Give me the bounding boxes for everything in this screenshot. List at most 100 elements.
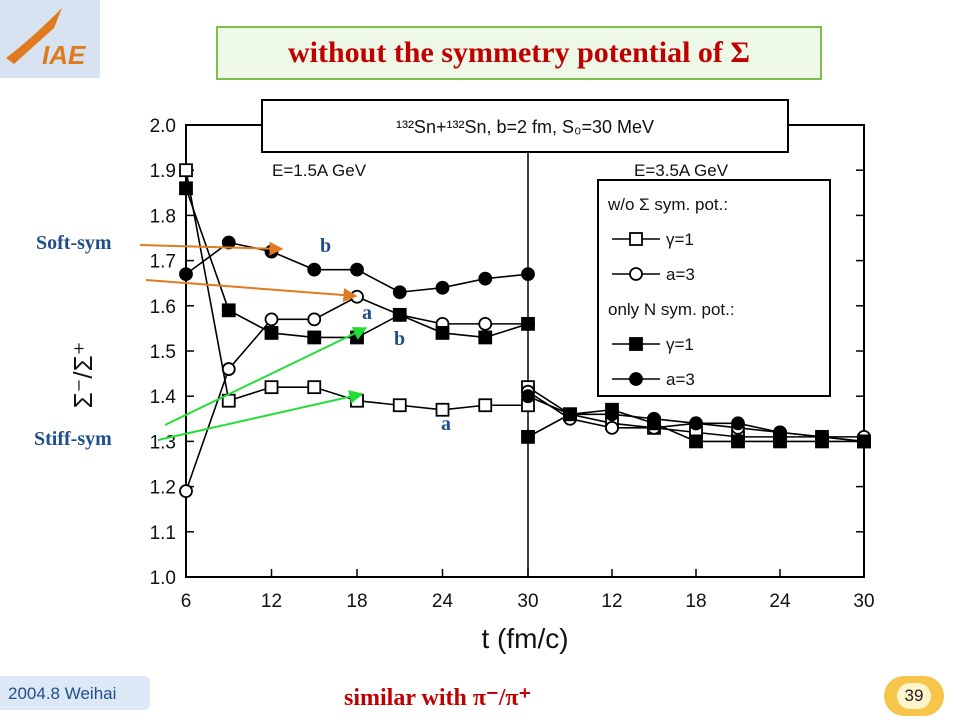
footer-date-background: [0, 676, 150, 710]
data-point: [521, 316, 535, 331]
y-axis-label: Σ⁻/Σ⁺: [68, 342, 98, 409]
legend-heading: w/o Σ sym. pot.:: [607, 195, 728, 214]
y-tick-label: 1.0: [150, 568, 176, 589]
data-point: [307, 312, 322, 327]
data-point: [647, 411, 661, 426]
panel-label: E=1.5A GeV: [272, 161, 367, 180]
mark-label-b-upper: b: [320, 235, 332, 257]
mark-label-b-lower: b: [394, 328, 406, 350]
data-point: [179, 163, 193, 178]
y-tick-label: 2.0: [150, 116, 176, 137]
data-point: [392, 307, 407, 322]
mark-label-a-lower: a: [441, 413, 451, 435]
data-point: [264, 326, 279, 340]
data-point: [815, 429, 829, 444]
soft-arrow-b: [139, 241, 284, 256]
title-box: without the symmetry potential of Σ: [216, 26, 822, 80]
y-tick-label: 1.7: [150, 252, 176, 273]
data-point: [629, 337, 643, 351]
page-number: 39: [896, 683, 932, 709]
data-point: [689, 434, 703, 449]
data-point: [221, 303, 236, 318]
x-tick-label: 18: [346, 591, 367, 612]
data-point: [179, 267, 193, 282]
data-point: [478, 398, 493, 413]
data-point: [392, 285, 407, 300]
soft-sym-label: Soft-sym: [36, 232, 112, 254]
data-point: [435, 402, 450, 417]
legend-label: a=3: [666, 370, 695, 389]
data-point: [307, 380, 322, 395]
data-point: [264, 244, 279, 259]
y-tick-label: 1.6: [150, 297, 176, 318]
legend-label: γ=1: [666, 230, 694, 249]
x-tick-label: 30: [853, 591, 874, 612]
data-point: [350, 289, 364, 304]
data-point: [521, 267, 535, 282]
data-point: [629, 232, 643, 246]
header-text: ¹³²Sn+¹³²Sn, b=2 fm, S₀=30 MeV: [396, 117, 654, 137]
footer-date: 2004.8 Weihai: [8, 684, 117, 703]
legend-heading: only N sym. pot.:: [608, 300, 735, 319]
legend-box: [597, 179, 831, 397]
data-point: [435, 326, 450, 340]
data-point: [478, 271, 493, 286]
x-tick-label: 6: [181, 591, 192, 612]
data-point: [629, 372, 643, 386]
data-point: [689, 416, 703, 431]
data-point: [179, 484, 193, 499]
data-point: [221, 235, 236, 250]
y-tick-label: 1.9: [150, 161, 176, 182]
header-box: [261, 99, 789, 153]
bottom-note: similar with π⁻/π⁺: [344, 685, 532, 711]
data-point: [478, 316, 493, 331]
data-point: [731, 416, 745, 431]
data-point: [605, 420, 619, 435]
data-point: [605, 407, 619, 422]
data-point: [773, 425, 787, 440]
data-point: [435, 280, 450, 295]
y-tick-label: 1.5: [150, 342, 176, 363]
legend-label: γ=1: [666, 335, 694, 354]
data-point: [521, 429, 535, 444]
y-tick-label: 1.3: [150, 432, 176, 453]
data-point: [221, 362, 236, 376]
data-point: [521, 389, 535, 404]
y-tick-label: 1.8: [150, 206, 176, 227]
data-point: [307, 330, 322, 345]
slide-title: without the symmetry potential of Σ: [287, 36, 751, 69]
x-tick-label: 24: [432, 591, 454, 612]
x-tick-label: 12: [601, 591, 622, 612]
x-axis-label: t (fm/c): [481, 623, 568, 654]
institute-logo: IAE: [0, 0, 100, 78]
logo-text: IAE: [42, 40, 86, 70]
stiff-arrow-b: [164, 327, 368, 426]
x-tick-label: 24: [769, 591, 791, 612]
data-point: [392, 398, 407, 413]
data-point: [350, 262, 364, 277]
x-tick-label: 18: [685, 591, 706, 612]
stiff-arrow-a: [157, 389, 364, 441]
data-point: [731, 434, 745, 449]
soft-arrow-a: [145, 279, 358, 303]
x-tick-label: 30: [517, 591, 538, 612]
data-point: [629, 267, 643, 281]
data-point: [478, 330, 493, 345]
x-tick-label: 12: [261, 591, 282, 612]
data-point: [857, 434, 871, 449]
logo-swoosh-icon: IAE: [6, 8, 86, 70]
page-number-badge: 39: [884, 676, 944, 716]
y-tick-label: 1.2: [150, 478, 176, 499]
y-tick-label: 1.4: [150, 387, 177, 408]
data-point: [179, 181, 193, 196]
data-point: [563, 407, 577, 422]
stiff-sym-label: Stiff-sym: [34, 428, 112, 450]
legend-label: a=3: [666, 265, 695, 284]
panel-label: E=3.5A GeV: [634, 161, 729, 180]
y-tick-label: 1.1: [150, 523, 176, 544]
mark-label-a-upper: a: [362, 302, 372, 324]
data-point: [264, 380, 279, 395]
data-point: [307, 262, 322, 277]
data-point: [264, 312, 279, 327]
